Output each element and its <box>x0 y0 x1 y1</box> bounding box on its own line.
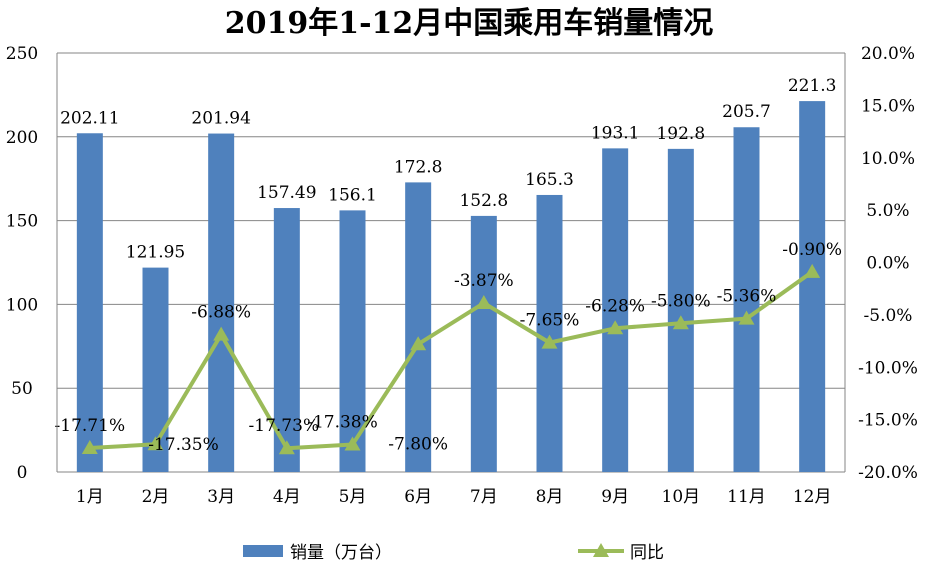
yoy-data-label: -5.80% <box>651 291 711 311</box>
x-tick-label: 7月 <box>470 487 498 507</box>
bar <box>208 133 235 472</box>
y-right-tick-label: -20.0% <box>858 463 918 483</box>
y-right-tick-label: 20.0% <box>861 44 915 64</box>
x-tick-label: 10月 <box>662 487 701 507</box>
y-left-tick-label: 50 <box>11 379 33 399</box>
y-left-tick-label: 200 <box>6 128 38 148</box>
x-tick-label: 12月 <box>793 487 832 507</box>
bar-data-label: 193.1 <box>591 123 640 143</box>
bar <box>76 133 103 472</box>
x-tick-label: 6月 <box>404 487 432 507</box>
yoy-marker <box>672 315 689 330</box>
yoy-marker <box>278 440 295 455</box>
y-right-tick-label: -10.0% <box>858 358 918 378</box>
y-left-tick-label: 250 <box>6 44 38 64</box>
legend-line-marker <box>593 543 609 557</box>
legend-bar-swatch <box>243 545 283 557</box>
bar-data-label: 172.8 <box>394 157 443 177</box>
yoy-data-label: -7.65% <box>520 311 580 331</box>
yoy-marker <box>344 436 361 451</box>
bar-data-label: 205.7 <box>722 102 771 122</box>
bar-data-label: 202.11 <box>60 108 119 128</box>
y-right-tick-label: 10.0% <box>861 149 915 169</box>
yoy-data-label: -17.38% <box>307 413 378 433</box>
y-right-tick-label: 0.0% <box>866 254 909 274</box>
yoy-marker <box>475 295 492 310</box>
yoy-data-label: -5.36% <box>717 287 777 307</box>
y-left-tick-label: 100 <box>6 295 38 315</box>
yoy-data-label: -17.73% <box>249 416 320 436</box>
bar <box>667 148 694 473</box>
bar-data-label: 221.3 <box>788 76 837 96</box>
x-tick-label: 1月 <box>76 487 104 507</box>
yoy-marker <box>607 320 624 335</box>
yoy-marker <box>738 310 755 325</box>
bar-data-label: 121.95 <box>126 243 185 263</box>
y-left-tick-label: 0 <box>17 463 28 483</box>
bar-data-label: 156.1 <box>328 185 377 205</box>
yoy-marker <box>410 336 427 351</box>
bar <box>733 127 760 473</box>
yoy-marker <box>804 263 821 278</box>
y-right-tick-label: 5.0% <box>866 201 909 221</box>
yoy-marker <box>81 440 98 455</box>
bar-data-label: 201.94 <box>191 109 250 129</box>
yoy-marker <box>213 326 230 341</box>
bar <box>470 215 497 472</box>
yoy-marker <box>541 334 558 349</box>
legend-bar-label: 销量（万台） <box>290 543 392 563</box>
yoy-marker <box>147 436 164 451</box>
y-right-tick-label: 15.0% <box>861 96 915 116</box>
x-tick-label: 5月 <box>339 487 367 507</box>
bar <box>602 148 629 473</box>
yoy-data-label: -17.35% <box>148 435 219 455</box>
bar-data-label: 157.49 <box>257 183 316 203</box>
bar-data-label: 192.8 <box>656 124 705 144</box>
y-right-tick-label: -5.0% <box>864 306 913 326</box>
bar <box>799 101 826 472</box>
yoy-data-label: -3.87% <box>454 271 514 291</box>
yoy-data-label: -6.88% <box>191 303 251 323</box>
x-tick-label: 9月 <box>601 487 629 507</box>
bar <box>405 182 432 472</box>
chart-title: 2019年1-12月中国乘用车销量情况 <box>225 6 714 41</box>
yoy-data-label: -6.28% <box>585 296 645 316</box>
y-right-tick-label: -15.0% <box>858 411 918 431</box>
x-tick-label: 11月 <box>727 487 766 507</box>
x-tick-label: 2月 <box>142 487 170 507</box>
x-tick-label: 4月 <box>273 487 301 507</box>
bar-data-label: 152.8 <box>459 191 508 211</box>
bar-data-label: 165.3 <box>525 170 574 190</box>
bar <box>536 194 563 472</box>
bar <box>273 208 300 472</box>
x-tick-label: 3月 <box>207 487 235 507</box>
y-left-tick-label: 150 <box>6 212 38 232</box>
legend-line-label: 同比 <box>630 543 664 563</box>
yoy-data-label: -7.80% <box>388 435 448 455</box>
x-tick-label: 8月 <box>536 487 564 507</box>
yoy-line <box>89 270 814 451</box>
yoy-data-label: -0.90% <box>782 240 842 260</box>
yoy-data-label: -17.71% <box>55 416 126 436</box>
